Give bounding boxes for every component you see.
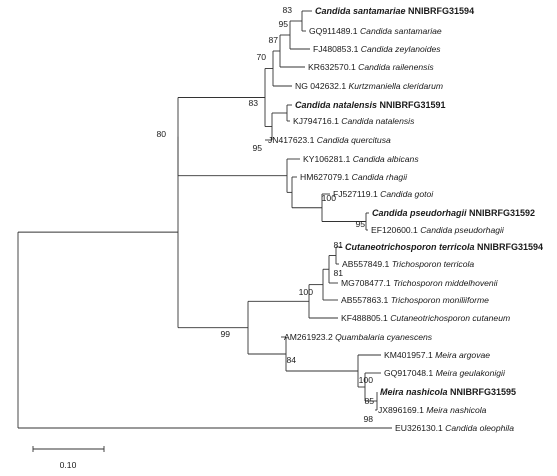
leaf-label: KJ794716.1 Candida natalensis	[293, 116, 415, 126]
leaf-accession: AB557849.1	[342, 259, 392, 269]
leaf-label: GQ917048.1 Meira geulakonigii	[384, 368, 506, 378]
leaf-accession: AB557863.1	[341, 295, 391, 305]
leaf-accession: KR632570.1	[308, 62, 358, 72]
leaf-label: EF120600.1 Candida pseudorhagii	[371, 225, 505, 235]
leaf-species: Kurtzmaniella cleridarum	[349, 81, 444, 91]
bootstrap-value: 83	[282, 5, 292, 15]
leaf-label: AM261923.2 Quambalaria cyanescens	[284, 332, 433, 342]
leaf-accession: Candida pseudorhagii	[372, 208, 469, 218]
leaf-label: Cutaneotrichosporon terricola NNIBRFG315…	[345, 242, 543, 252]
leaf-species: Meira nashicola	[426, 405, 486, 415]
leaf-species: Candida zeylanoides	[361, 44, 441, 54]
leaf-accession: Candida natalensis	[295, 100, 380, 110]
leaf-species: Candida oleophila	[445, 423, 514, 433]
leaf-accession: FJ480853.1	[313, 44, 361, 54]
leaf-species: Meira argovae	[435, 350, 490, 360]
leaf-label: Meira nashicola NNIBRFG31595	[380, 387, 516, 397]
bootstrap-value: 99	[220, 329, 230, 339]
leaf-accession: EF120600.1	[371, 225, 420, 235]
leaf-species: Candida albicans	[353, 154, 420, 164]
leaf-species: NNIBRFG31591	[380, 100, 446, 110]
leaf-accession: KM401957.1	[384, 350, 435, 360]
leaf-accession: JX896169.1	[378, 405, 426, 415]
leaf-label: EU326130.1 Candida oleophila	[395, 423, 514, 433]
leaf-accession: Cutaneotrichosporon terricola	[345, 242, 477, 252]
leaf-label: MG708477.1 Trichosporon middelhovenii	[341, 278, 499, 288]
bootstrap-value: 87	[268, 35, 278, 45]
leaf-label: Candida santamariae NNIBRFG31594	[315, 6, 474, 16]
leaf-accession: KJ794716.1	[293, 116, 341, 126]
scale-bar: 0.10	[32, 446, 105, 470]
leaf-species: Candida pseudorhagii	[420, 225, 505, 235]
bootstrap-value: 80	[156, 129, 166, 139]
bootstrap-value: 95	[355, 219, 365, 229]
leaf-species: Candida quercitusa	[317, 135, 391, 145]
leaf-species: NNIBRFG31595	[450, 387, 516, 397]
leaf-label: FJ480853.1 Candida zeylanoides	[313, 44, 441, 54]
leaf-label: KM401957.1 Meira argovae	[384, 350, 490, 360]
leaf-accession: FJ527119.1	[333, 189, 380, 199]
leaf-accession: Meira nashicola	[380, 387, 450, 397]
leaf-species: Trichosporon terricola	[392, 259, 475, 269]
leaf-accession: NG 042632.1	[295, 81, 349, 91]
leaf-accession: EU326130.1	[395, 423, 445, 433]
leaf-accession: GQ911489.1	[309, 26, 360, 36]
leaf-species: Quambalaria cyanescens	[335, 332, 433, 342]
leaf-species: Candida rhagii	[352, 172, 409, 182]
leaf-species: Trichosporon moniliiforme	[391, 295, 489, 305]
leaf-species: Cutaneotrichosporon cutaneum	[390, 313, 510, 323]
leaf-accession: JN417623.1	[268, 135, 317, 145]
leaf-label: GQ911489.1 Candida santamariae	[309, 26, 442, 36]
leaf-accession: AM261923.2	[284, 332, 335, 342]
bootstrap-value: 83	[248, 98, 258, 108]
leaf-accession: Candida santamariae	[315, 6, 408, 16]
leaf-species: Candida gotoi	[380, 189, 434, 199]
leaf-accession: KY106281.1	[303, 154, 353, 164]
leaf-species: Trichosporon middelhovenii	[393, 278, 499, 288]
bootstrap-value: 95	[278, 19, 288, 29]
leaf-labels: Candida santamariae NNIBRFG31594 GQ911489…	[268, 6, 543, 433]
bootstrap-value: 100	[359, 375, 374, 385]
bootstrap-value: 100	[299, 287, 314, 297]
bootstrap-value: 81	[333, 268, 343, 278]
leaf-label: Candida pseudorhagii NNIBRFG31592	[372, 208, 535, 218]
leaf-accession: GQ917048.1	[384, 368, 436, 378]
leaf-accession: MG708477.1	[341, 278, 393, 288]
leaf-species: Candida natalensis	[341, 116, 415, 126]
bootstrap-value: 81	[333, 240, 343, 250]
leaf-label: NG 042632.1 Kurtzmaniella cleridarum	[295, 81, 443, 91]
bootstrap-value: 85	[364, 396, 374, 406]
leaf-species: NNIBRFG31594	[477, 242, 543, 252]
bootstrap-value: 84	[286, 355, 296, 365]
leaf-label: AB557849.1 Trichosporon terricola	[342, 259, 474, 269]
bootstrap-value: 98	[363, 414, 373, 424]
leaf-species: NNIBRFG31594	[408, 6, 474, 16]
scale-bar-label: 0.10	[60, 460, 77, 470]
leaf-accession: KF488805.1	[341, 313, 390, 323]
leaf-label: HM627079.1 Candida rhagii	[300, 172, 408, 182]
leaf-label: FJ527119.1 Candida gotoi	[333, 189, 434, 199]
leaf-species: NNIBRFG31592	[469, 208, 535, 218]
leaf-label: KY106281.1 Candida albicans	[303, 154, 419, 164]
leaf-label: JN417623.1 Candida quercitusa	[268, 135, 391, 145]
leaf-label: Candida natalensis NNIBRFG31591	[295, 100, 446, 110]
leaf-label: JX896169.1 Meira nashicola	[378, 405, 487, 415]
bootstrap-value: 95	[252, 143, 262, 153]
bootstrap-value: 100	[322, 193, 337, 203]
leaf-species: Candida railenensis	[358, 62, 434, 72]
tree-branches	[17, 10, 392, 429]
leaf-accession: HM627079.1	[300, 172, 352, 182]
leaf-label: KF488805.1 Cutaneotrichosporon cutaneum	[341, 313, 510, 323]
leaf-species: Meira geulakonigii	[436, 368, 506, 378]
leaf-label: KR632570.1 Candida railenensis	[308, 62, 434, 72]
leaf-label: AB557863.1 Trichosporon moniliiforme	[341, 295, 489, 305]
leaf-species: Candida santamariae	[360, 26, 442, 36]
bootstrap-value: 70	[256, 52, 266, 62]
